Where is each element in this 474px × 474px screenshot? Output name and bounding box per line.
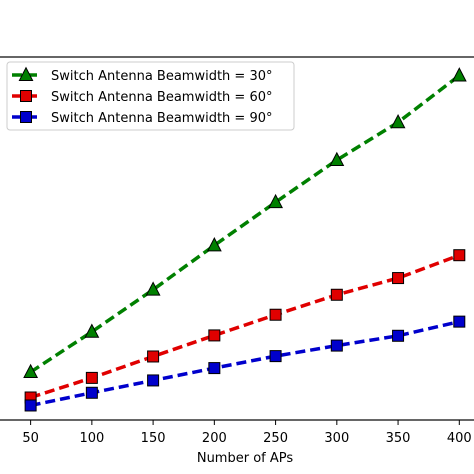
x-axis-ticks: 50 100 150 200 250 300 350 400 [22,420,472,446]
data-point-marker [392,329,405,342]
x-tick-label: 200 [202,431,227,446]
data-point-marker [330,288,343,301]
series-1 [23,67,467,379]
data-point-marker [147,350,160,363]
data-point-marker [392,272,405,285]
series-line [30,253,460,400]
series-line [30,319,460,408]
series-layer [23,67,467,412]
data-point-marker [20,90,32,102]
x-tick-label: 100 [79,431,104,446]
plot-frame [0,56,474,421]
x-tick-label: 300 [324,431,349,446]
x-tick-label: 350 [386,431,411,446]
data-point-marker [206,237,222,252]
data-point-marker [85,386,98,399]
data-point-marker [85,371,98,384]
x-tick-label: 50 [22,431,39,446]
x-tick-label: 400 [447,431,472,446]
legend-entry: Switch Antenna Beamwidth = 90° [12,111,273,126]
legend-box [6,61,295,131]
series-line [29,74,461,374]
data-point-marker [208,362,221,375]
data-point-marker [147,374,160,387]
data-point-marker [269,350,282,363]
data-point-marker [20,111,32,123]
legend-entry: Switch Antenna Beamwidth = 60° [12,90,273,105]
data-point-marker [453,315,466,328]
data-point-marker [145,281,161,296]
data-point-marker [390,113,406,129]
x-tick-label: 150 [141,431,166,446]
data-point-marker [268,193,284,209]
data-point-marker [453,249,466,262]
data-point-marker [23,363,39,379]
x-axis-label: Number of APs [197,451,294,466]
legend-label: Switch Antenna Beamwidth = 60° [51,90,273,105]
data-point-marker [330,339,343,352]
legend: Switch Antenna Beamwidth = 30° Switch Ant… [6,61,295,131]
x-tick-label: 250 [263,431,288,446]
legend-entry: Switch Antenna Beamwidth = 30° [12,66,273,84]
legend-label: Switch Antenna Beamwidth = 90° [51,111,273,126]
data-point-marker [84,323,100,338]
data-point-marker [451,67,467,82]
legend-label: Switch Antenna Beamwidth = 30° [51,69,273,84]
plot-area-border [0,56,474,421]
series-3 [24,315,466,412]
data-point-marker [269,308,282,321]
data-point-marker [208,329,221,342]
series-2 [24,249,466,404]
data-point-marker [18,66,34,81]
data-point-marker [329,151,345,167]
data-point-marker [24,399,37,412]
